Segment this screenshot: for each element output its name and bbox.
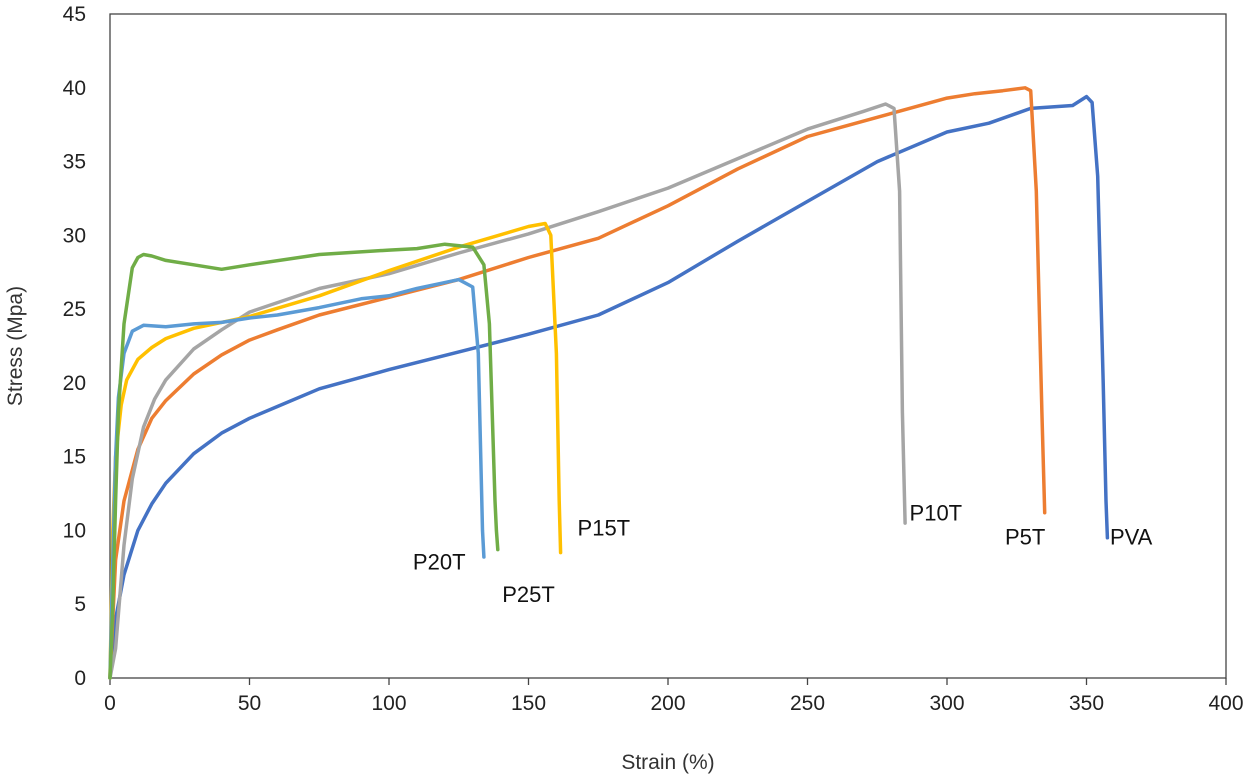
x-tick-label: 300	[929, 692, 964, 715]
plot-area-frame	[109, 13, 1227, 679]
series-labels: PVA P5T P10T P15T P20T P25T	[413, 501, 1153, 607]
y-tick-label: 0	[74, 667, 86, 690]
x-tick-label: 100	[371, 692, 406, 715]
series-label-p20t: P20T	[413, 549, 466, 574]
y-tick-label: 30	[63, 224, 86, 247]
series-label-p25t: P25T	[502, 582, 555, 607]
x-axis-ticks: 0 50 100 150 200 250 300 350 400	[104, 678, 1244, 715]
x-tick-label: 350	[1069, 692, 1104, 715]
x-tick-label: 0	[104, 692, 116, 715]
y-tick-label: 15	[63, 446, 86, 469]
series-label-pva: PVA	[1110, 524, 1153, 549]
y-axis-ticks: 0 5 10 15 20 25 30 35 40 45	[63, 3, 86, 690]
series-label-p10t: P10T	[910, 501, 963, 526]
series-line-p10t	[108, 102, 907, 680]
series-line-p25t	[108, 242, 500, 680]
y-tick-label: 40	[63, 77, 86, 100]
series-label-p15t: P15T	[578, 515, 631, 540]
x-tick-label: 50	[238, 692, 261, 715]
x-tick-label: 200	[650, 692, 685, 715]
y-tick-label: 10	[63, 519, 86, 542]
y-axis-title: Stress (Mpa)	[4, 286, 27, 406]
x-axis-title: Strain (%)	[621, 751, 714, 774]
axes	[109, 13, 1227, 679]
x-tick-label: 150	[511, 692, 546, 715]
y-tick-label: 35	[63, 151, 86, 174]
y-tick-label: 25	[63, 298, 86, 321]
y-tick-label: 5	[74, 593, 86, 616]
series-curves	[108, 86, 1110, 680]
x-tick-label: 400	[1208, 692, 1243, 715]
x-tick-label: 250	[790, 692, 825, 715]
y-tick-label: 20	[63, 372, 86, 395]
series-line-p5t	[108, 86, 1047, 680]
y-tick-label: 45	[63, 3, 86, 26]
series-line-pva	[108, 94, 1110, 680]
series-label-p5t: P5T	[1005, 524, 1045, 549]
